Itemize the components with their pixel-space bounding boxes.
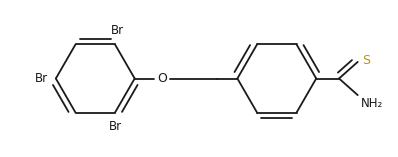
Text: NH₂: NH₂ — [361, 97, 383, 110]
Text: Br: Br — [111, 24, 124, 37]
Text: Br: Br — [108, 120, 121, 133]
Text: O: O — [157, 72, 167, 85]
Text: S: S — [362, 54, 370, 67]
Text: Br: Br — [34, 72, 47, 85]
